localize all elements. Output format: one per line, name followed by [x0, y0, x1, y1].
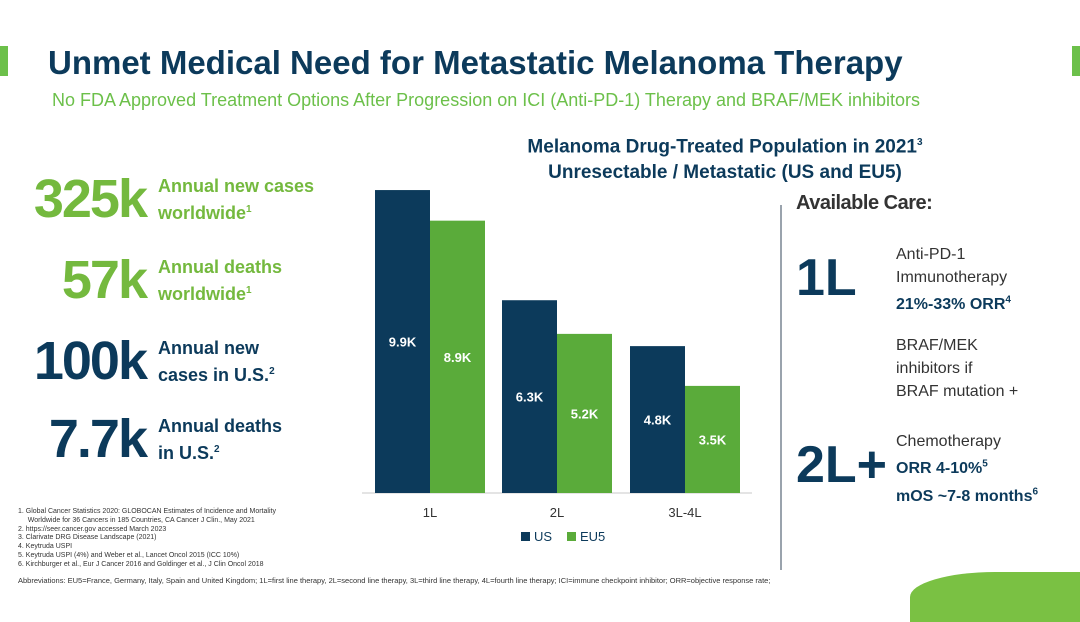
- bar-us-3l-4l: [630, 346, 685, 493]
- legend-label-us: US: [534, 529, 552, 544]
- stat-worldwide-deaths: 57k Annual deaths worldwide1: [20, 249, 282, 311]
- stat-value: 57k: [61, 250, 148, 310]
- x-tick-label: 2L: [550, 505, 564, 520]
- available-care-title: Available Care:: [796, 192, 933, 214]
- care-text-line: Anti-PD-1: [896, 246, 966, 263]
- slide-subtitle: No FDA Approved Treatment Options After …: [52, 90, 921, 110]
- care-text-line: Immunotherapy: [896, 269, 1008, 286]
- line-2l-description: Chemotherapy ORR 4-10%5 mOS ~7-8 months6: [896, 430, 1038, 508]
- care-footnote: 4: [1005, 295, 1011, 306]
- stat-label-line1: Annual deaths: [158, 256, 283, 277]
- stat-footnote: 2: [269, 365, 275, 377]
- care-text-line: Chemotherapy: [896, 433, 1001, 450]
- bar-data-label: 9.9K: [389, 335, 417, 350]
- x-tick-label: 1L: [423, 505, 437, 520]
- bar-us-1l: [375, 190, 430, 493]
- legend-swatch-eu5: [567, 532, 576, 541]
- bar-eu5-1l: [430, 220, 485, 493]
- chart-title-line1: Melanoma Drug-Treated Population in 2021: [527, 136, 917, 158]
- stat-label-line2: in U.S.: [158, 442, 215, 463]
- care-footnote: 5: [982, 459, 988, 470]
- line-1l-description: Anti-PD-1 Immunotherapy 21%-33% ORR4: [896, 243, 1011, 316]
- reference-item: Worldwide for 36 Cancers in 185 Countrie…: [18, 516, 255, 524]
- legend-label-eu5: EU5: [580, 529, 605, 544]
- care-text-line: BRAF/MEK: [896, 337, 978, 354]
- bar-data-label: 8.9K: [444, 350, 472, 365]
- stat-label-line2: worldwide: [158, 202, 247, 223]
- reference-item: 5. Keytruda USPI (4%) and Weber et al., …: [18, 551, 240, 559]
- care-text-line: inhibitors if: [896, 360, 973, 377]
- bar-data-label: 5.2K: [571, 406, 599, 421]
- stat-worldwide-cases: 325k Annual new cases worldwide1: [20, 168, 314, 230]
- bar-eu5-2l: [557, 333, 612, 493]
- stat-footnote: 1: [246, 284, 252, 296]
- stat-value: 325k: [33, 169, 148, 229]
- bar-data-label: 4.8K: [644, 413, 672, 428]
- reference-item: 1. Global Cancer Statistics 2020: GLOBOC…: [18, 508, 276, 515]
- x-tick-label: 3L-4L: [668, 505, 701, 520]
- stat-label-line1: Annual new cases: [158, 175, 315, 196]
- stat-label: Annual new cases worldwide1: [158, 174, 314, 225]
- stat-footnote: 2: [214, 443, 220, 455]
- bar-us-2l: [502, 300, 557, 493]
- stat-value: 7.7k: [48, 409, 148, 469]
- bottom-accent-shape: [910, 572, 1080, 622]
- stat-label-line1: Annual new: [158, 337, 260, 358]
- line-2l-mos: mOS ~7-8 months: [896, 487, 1033, 505]
- line-2l-orr: ORR 4-10%: [896, 460, 983, 478]
- care-text-line: BRAF mutation +: [896, 383, 1019, 400]
- slide-title: Unmet Medical Need for Metastatic Melano…: [48, 44, 903, 81]
- references: 1. Global Cancer Statistics 2020: GLOBOC…: [18, 508, 276, 570]
- reference-item: 2. https://seer.cancer.gov accessed Marc…: [18, 525, 167, 533]
- line-1l-orr: 21%-33% ORR: [896, 296, 1006, 314]
- legend-swatch-us: [521, 532, 530, 541]
- bar-data-label: 6.3K: [516, 390, 544, 405]
- stat-footnote: 1: [246, 203, 252, 215]
- chart-title-line2: Unresectable / Metastatic (US and EU5): [548, 162, 902, 184]
- bar-chart: 9.9K 8.9K 1L 6.3K 5.2K 2L 4.8K 3.5K 3L-4L US EU5: [362, 190, 752, 544]
- stat-label-line2: cases in U.S.: [158, 364, 270, 385]
- stat-label-line1: Annual deaths: [158, 415, 283, 436]
- care-footnote: 6: [1032, 486, 1039, 498]
- stat-value: 100k: [33, 331, 148, 391]
- reference-item: 4. Keytruda USPI: [18, 543, 73, 551]
- stat-label: Annual deaths worldwide1: [158, 255, 282, 306]
- stat-us-cases: 100k Annual new cases in U.S.2: [20, 330, 275, 392]
- stat-us-deaths: 7.7k Annual deaths in U.S.2: [20, 408, 282, 470]
- right-accent-bar: [1072, 46, 1080, 76]
- line-2l-label: 2L+: [796, 436, 888, 494]
- reference-item: 3. Clarivate DRG Disease Landscape (2021…: [18, 534, 157, 542]
- stat-label: Annual new cases in U.S.2: [158, 336, 275, 387]
- reference-item: 6. Kirchburger et al., Eur J Cancer 2016…: [18, 560, 264, 568]
- stat-label: Annual deaths in U.S.2: [158, 414, 282, 465]
- bar-data-label: 3.5K: [699, 432, 727, 447]
- stat-label-line2: worldwide: [158, 283, 247, 304]
- chart-title-footnote: 3: [917, 137, 923, 148]
- line-1l-label: 1L: [796, 249, 857, 307]
- braf-description: BRAF/MEK inhibitors if BRAF mutation +: [896, 334, 1018, 403]
- chart-title: Melanoma Drug-Treated Population in 2021…: [480, 130, 970, 186]
- vertical-divider: [780, 205, 782, 570]
- bar-eu5-3l-4l: [685, 385, 740, 493]
- abbreviations: Abbreviations: EU5=France, Germany, Ital…: [18, 576, 771, 585]
- left-accent-bar: [0, 46, 8, 76]
